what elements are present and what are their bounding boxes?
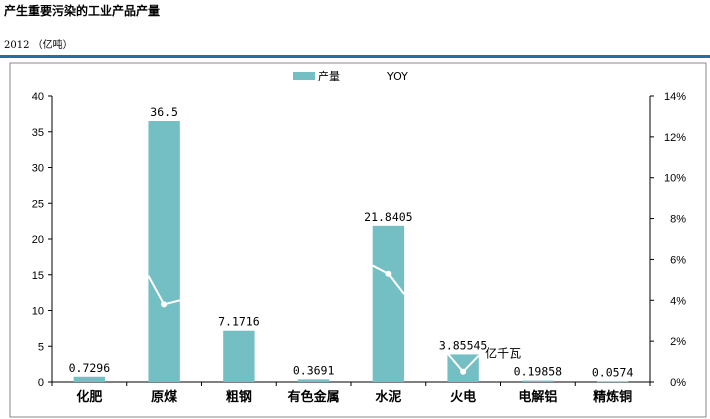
header-divider — [0, 55, 710, 58]
y2-tick-label: 2% — [670, 336, 686, 348]
y-tick-label: 20 — [32, 234, 44, 246]
bar — [297, 379, 330, 382]
y2-tick-label: 6% — [670, 254, 686, 266]
y-tick-label: 5 — [38, 341, 44, 353]
bars-layer — [73, 121, 629, 383]
y-tick-label: 40 — [32, 91, 44, 103]
category-label: 水泥 — [375, 389, 401, 405]
data-label: 0.7296 — [69, 361, 111, 375]
legend-label-line: YOY — [386, 70, 408, 83]
bar — [372, 225, 405, 382]
data-label: 0.0574 — [592, 366, 634, 380]
yoy-point — [460, 368, 467, 375]
data-label: 0.19858 — [514, 365, 563, 379]
y-tick-label: 25 — [32, 198, 44, 210]
category-label: 原煤 — [151, 389, 177, 405]
chart-frame — [9, 62, 707, 418]
unit-annotation: 亿千瓦 — [485, 345, 521, 360]
data-label: 0.3691 — [293, 363, 335, 377]
bar — [148, 121, 180, 383]
y-tick-label: 15 — [32, 270, 44, 282]
y2-tick-label: 12% — [664, 132, 686, 144]
y2-tick-label: 10% — [664, 173, 686, 185]
bar — [522, 380, 554, 382]
data-label: 3.85545 — [439, 338, 487, 352]
legend-swatch-bar — [293, 72, 315, 80]
y-tick-label: 35 — [32, 127, 44, 139]
bar — [596, 381, 629, 383]
category-label: 化肥 — [76, 389, 102, 405]
legend-label-bar: 产量 — [318, 69, 340, 83]
y-tick-label: 30 — [32, 163, 44, 175]
category-label: 有色金属 — [288, 389, 340, 405]
yoy-point — [385, 270, 392, 277]
bar — [73, 376, 106, 382]
y2-tick-label: 4% — [670, 295, 686, 307]
category-label: 火电 — [450, 389, 476, 405]
y2-tick-label: 8% — [670, 214, 686, 226]
page-title: 产生重要污染的工业产品产量 — [4, 4, 161, 18]
data-label: 36.5 — [150, 105, 178, 119]
y-tick-label: 10 — [32, 306, 44, 318]
legend: 产量 YOY — [293, 69, 408, 83]
bar — [223, 330, 255, 382]
y2-tick-label: 0% — [670, 377, 686, 389]
y-tick-label: 0 — [38, 377, 44, 389]
y2-tick-label: 14% — [664, 91, 686, 103]
yoy-point — [161, 301, 168, 308]
category-label: 精炼铜 — [593, 389, 632, 405]
data-label: 7.1716 — [218, 315, 260, 329]
category-label: 粗钢 — [226, 389, 252, 405]
category-label: 电解铝 — [518, 389, 557, 405]
data-label: 21.8405 — [364, 210, 412, 224]
yoy-lines-layer — [147, 264, 480, 375]
page-subtitle: 2012 （亿吨） — [4, 40, 73, 51]
labels-layer: 0.7296 化肥 36.5 原煤 7.1716 粗钢 0.3691 有色金属 21.8405 水… — [69, 105, 634, 405]
